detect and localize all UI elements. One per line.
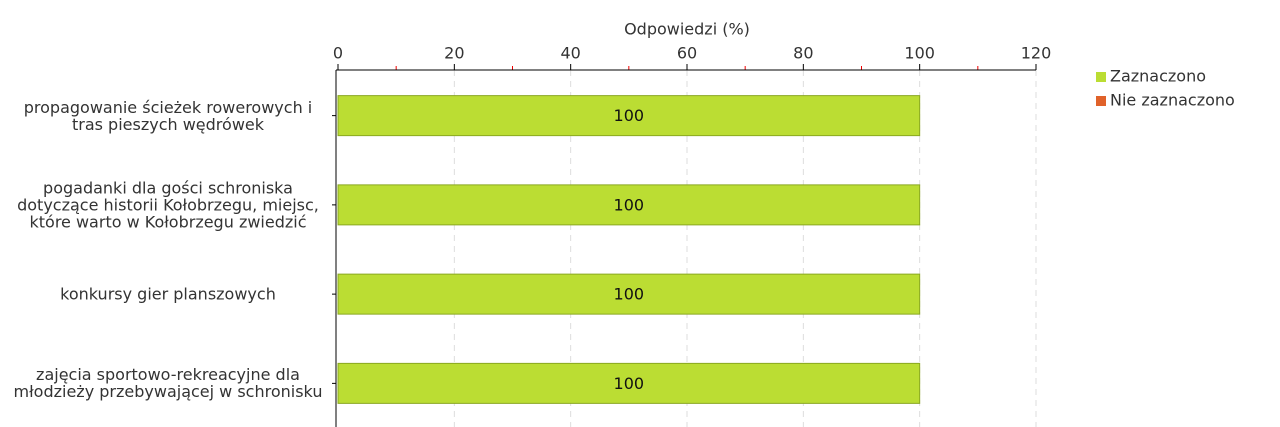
x-axis-label: Odpowiedzi (%) [624, 20, 750, 39]
x-tick-label: 100 [904, 44, 935, 63]
legend-swatch [1096, 72, 1106, 82]
legend-label: Nie zaznaczono [1110, 91, 1235, 110]
y-tick-label: zajęcia sportowo-rekreacyjne dla młodzie… [13, 365, 323, 402]
bar [337, 95, 921, 137]
legend-swatch [1096, 96, 1106, 106]
x-tick-label: 0 [333, 44, 343, 63]
x-tick-label: 60 [677, 44, 697, 63]
bar [337, 362, 921, 404]
x-tick-label: 80 [793, 44, 813, 63]
bar-value-label: 100 [614, 195, 645, 214]
y-tick-label: propagowanie ścieżek rowerowych i tras p… [23, 97, 313, 134]
bar-value-label: 100 [614, 106, 645, 125]
bar [337, 184, 921, 226]
bar-value-label: 100 [614, 374, 645, 393]
x-tick-label: 40 [560, 44, 580, 63]
y-tick-label: konkursy gier planszowych [60, 284, 276, 304]
x-tick-label: 120 [1021, 44, 1052, 63]
x-tick-label: 20 [444, 44, 464, 63]
legend-label: Zaznaczono [1110, 67, 1206, 86]
bar [337, 273, 921, 315]
y-tick-label: pogadanki dla gości schroniska dotyczące… [17, 178, 319, 232]
bar-value-label: 100 [614, 285, 645, 304]
